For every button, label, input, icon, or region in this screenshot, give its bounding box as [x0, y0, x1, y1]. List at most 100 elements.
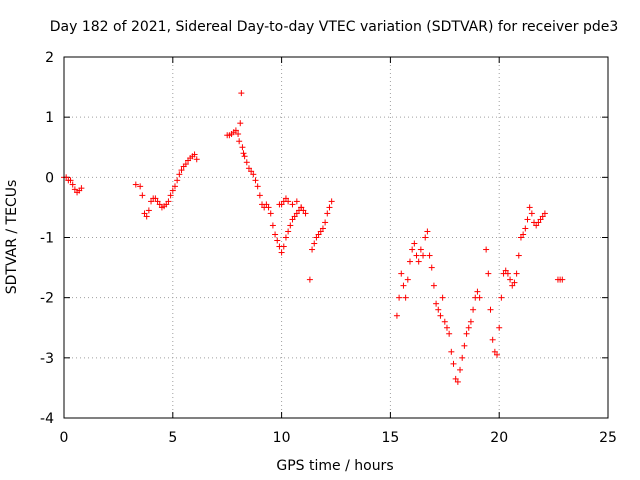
- data-point: [250, 171, 257, 178]
- data-point: [306, 276, 313, 283]
- data-point: [446, 330, 453, 337]
- x-tick-label: 25: [599, 430, 617, 446]
- data-point: [515, 252, 522, 259]
- data-point: [239, 144, 246, 151]
- data-point: [263, 201, 270, 208]
- data-point: [413, 252, 420, 259]
- y-tick-label: -3: [40, 351, 54, 367]
- data-point: [463, 330, 470, 337]
- data-point: [409, 246, 416, 253]
- y-tick-label: -4: [40, 411, 54, 427]
- data-point: [396, 294, 403, 301]
- data-point: [433, 300, 440, 307]
- data-point: [289, 216, 296, 223]
- x-tick-label: 0: [60, 430, 69, 446]
- data-point: [489, 336, 496, 343]
- data-point: [169, 187, 176, 194]
- grid: [64, 57, 608, 418]
- data-point: [245, 165, 252, 172]
- data-point: [291, 213, 298, 220]
- data-point: [393, 312, 400, 319]
- data-point: [496, 324, 503, 331]
- data-point: [541, 210, 548, 217]
- data-point: [78, 185, 85, 192]
- data-point: [248, 168, 255, 175]
- data-point: [485, 270, 492, 277]
- data-point: [274, 237, 281, 244]
- data-point: [289, 201, 296, 208]
- data-point: [537, 216, 544, 223]
- data-point: [491, 348, 498, 355]
- data-point: [287, 222, 294, 229]
- data-point: [139, 192, 146, 199]
- y-tick-label: 0: [45, 170, 54, 186]
- y-tick-label: -1: [40, 231, 54, 247]
- data-point: [420, 252, 427, 259]
- data-point: [143, 213, 150, 220]
- data-point: [513, 270, 520, 277]
- data-point: [326, 204, 333, 211]
- data-point: [328, 198, 335, 205]
- data-point: [417, 246, 424, 253]
- y-tick-label: -2: [40, 291, 54, 307]
- data-point: [252, 177, 259, 184]
- data-point: [406, 258, 413, 265]
- y-tick-label: 2: [45, 50, 54, 66]
- data-point: [430, 282, 437, 289]
- data-point: [509, 282, 516, 289]
- data-point: [67, 177, 74, 184]
- data-point: [165, 198, 172, 205]
- data-point: [535, 219, 542, 226]
- data-point: [322, 219, 329, 226]
- data-point: [476, 294, 483, 301]
- data-point: [148, 198, 155, 205]
- data-point: [282, 234, 289, 241]
- data-point: [163, 201, 170, 208]
- data-point: [285, 198, 292, 205]
- y-tick-label: 1: [45, 110, 54, 126]
- x-axis-label: GPS time / hours: [276, 458, 393, 474]
- data-point: [504, 270, 511, 277]
- data-point: [154, 198, 161, 205]
- data-point: [269, 222, 276, 229]
- data-point: [71, 186, 78, 193]
- data-point: [137, 183, 144, 190]
- data-point: [415, 258, 422, 265]
- x-tick-label: 15: [381, 430, 399, 446]
- data-point: [457, 366, 464, 373]
- data-point: [285, 228, 292, 235]
- data-point: [517, 234, 524, 241]
- data-point: [539, 213, 546, 220]
- data-point: [272, 231, 279, 238]
- data-point: [171, 183, 178, 190]
- data-point: [428, 264, 435, 271]
- data-point: [236, 138, 243, 145]
- data-point: [507, 276, 514, 283]
- data-point: [319, 225, 326, 232]
- data-point: [298, 204, 305, 211]
- data-point: [324, 210, 331, 217]
- data-point: [235, 131, 242, 138]
- tick-labels: 0 5 10 15 20 25 -4 -3 -2 -1 0 1 2: [40, 50, 617, 446]
- data-point: [533, 222, 540, 229]
- data-point: [487, 306, 494, 313]
- data-point: [311, 240, 318, 247]
- data-point: [494, 351, 501, 358]
- data-point: [526, 204, 533, 211]
- data-point: [422, 234, 429, 241]
- data-point: [454, 378, 461, 385]
- data-point: [439, 294, 446, 301]
- data-point: [237, 120, 244, 127]
- data-point: [232, 127, 239, 134]
- data-point: [317, 228, 324, 235]
- data-point: [156, 201, 163, 208]
- data-point: [280, 243, 287, 250]
- data-point: [293, 210, 300, 217]
- data-point: [141, 210, 148, 217]
- data-point: [474, 288, 481, 295]
- data-point: [411, 240, 418, 247]
- data-point: [400, 282, 407, 289]
- data-point: [302, 210, 309, 217]
- data-point: [461, 342, 468, 349]
